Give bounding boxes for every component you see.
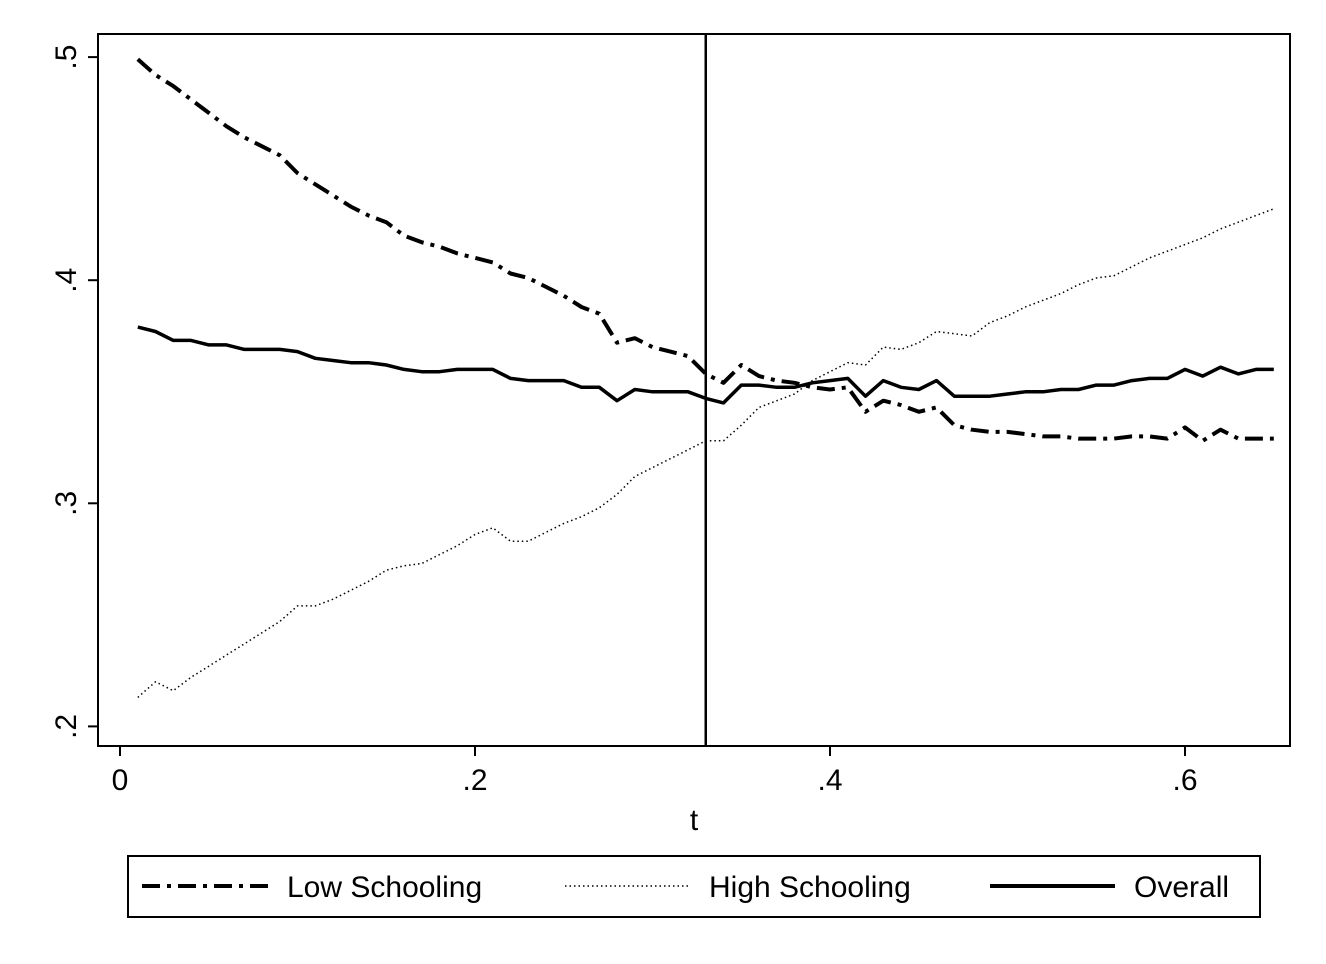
plot-frame (97, 33, 1291, 747)
series-layer (136, 57, 1275, 698)
series-line-low-schooling (136, 57, 1274, 443)
legend: Low Schooling High Schooling Overall (127, 855, 1261, 918)
legend-label-low-schooling: Low Schooling (287, 871, 482, 904)
x-axis: 0 .2 .4 .6 (112, 746, 1198, 797)
x-tick-label: 0 (112, 764, 129, 797)
y-tick-label: .5 (50, 45, 83, 70)
y-tick-label: .4 (50, 268, 83, 293)
series-line-high-schooling (137, 208, 1275, 698)
y-axis: .2 .3 .4 .5 (50, 45, 98, 739)
legend-label-high-schooling: High Schooling (709, 871, 911, 904)
y-tick-label: .3 (50, 491, 83, 516)
series-line-overall (137, 325, 1274, 405)
x-tick-label: .6 (1172, 764, 1197, 797)
x-tick-label: .4 (817, 764, 842, 797)
y-tick-label: .2 (50, 714, 83, 739)
x-axis-title: t (690, 804, 699, 837)
legend-label-overall: Overall (1134, 871, 1229, 904)
x-tick-label: .2 (462, 764, 487, 797)
